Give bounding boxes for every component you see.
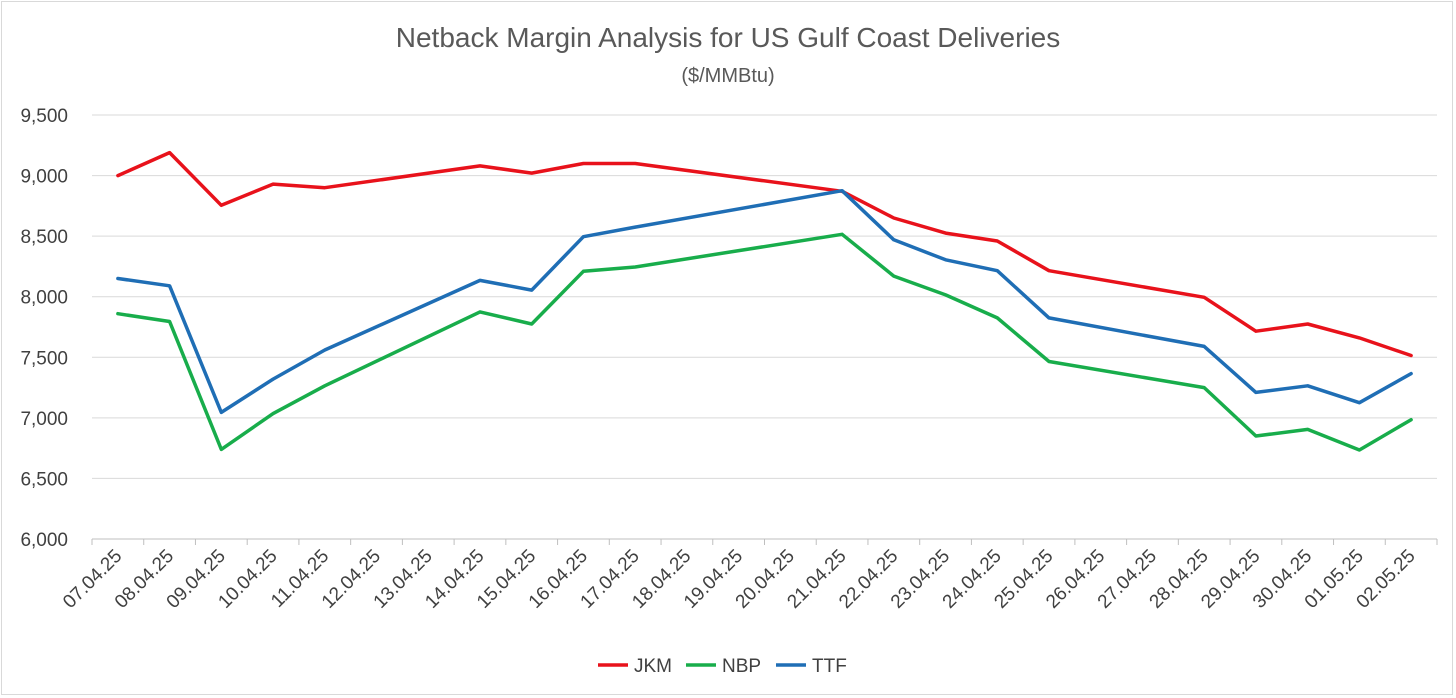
y-tick-label: 8,500 bbox=[20, 227, 68, 248]
series-line-jkm bbox=[116, 150, 1413, 358]
y-tick-label: 6,500 bbox=[20, 469, 68, 490]
x-axis-ticks: 07.04.2508.04.2509.04.2510.04.2511.04.25… bbox=[59, 539, 1438, 613]
y-tick-label: 8,000 bbox=[20, 288, 68, 309]
series-lines bbox=[116, 150, 1413, 452]
y-tick-label: 7,000 bbox=[20, 409, 68, 430]
y-tick-label: 7,500 bbox=[20, 348, 68, 369]
legend-label-nbp: NBP bbox=[722, 656, 761, 677]
legend-label-jkm: JKM bbox=[634, 656, 672, 677]
series-line-ttf bbox=[116, 188, 1413, 415]
y-tick-label: 9,000 bbox=[20, 167, 68, 188]
gridlines bbox=[92, 114, 1437, 540]
y-tick-label: 6,000 bbox=[20, 530, 68, 551]
legend: JKM NBP TTF bbox=[598, 656, 847, 677]
chart-title: Netback Margin Analysis for US Gulf Coas… bbox=[396, 22, 1060, 53]
series-line-nbp bbox=[116, 232, 1413, 452]
chart-subtitle: ($/MMBtu) bbox=[681, 65, 774, 87]
y-axis-ticks: 6,000 6,500 7,000 7,500 8,000 8,500 9,000 9,500 bbox=[20, 106, 68, 551]
legend-label-ttf: TTF bbox=[812, 656, 847, 677]
y-tick-label: 9,500 bbox=[20, 106, 68, 127]
